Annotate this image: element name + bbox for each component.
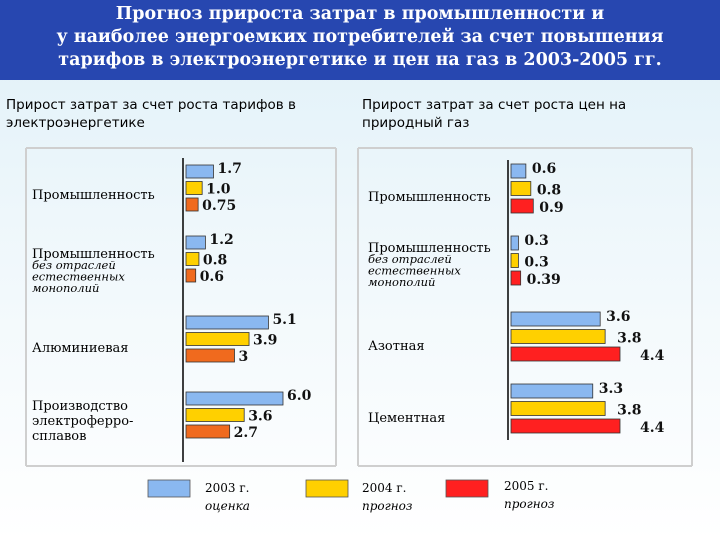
slide-title: Прогноз прироста затрат в промышленности…	[0, 0, 720, 80]
left-category-sublabel-2-line-3: монополий	[32, 281, 99, 295]
right-bar-cat3-s3	[510, 346, 621, 362]
left-value-label-cat3-s2: 3.9	[253, 333, 277, 349]
title-line-3: тарифов в электроэнергетике и цен на газ…	[58, 50, 662, 70]
left-category-label-4-line-3: сплавов	[32, 429, 86, 444]
left-category-label-4-line-1: Производство	[32, 399, 128, 414]
left-bar-cat2-s1	[185, 235, 206, 250]
left-value-label-cat1-s1: 1.7	[217, 161, 241, 177]
right-value-label-cat2-s3: 0.39	[527, 272, 561, 288]
legend-note-2: прогноз	[362, 499, 412, 513]
left-bar-cat3-s1	[185, 315, 269, 330]
left-bar-cat1-s1	[185, 164, 214, 179]
right-value-label-cat3-s2: 3.8	[617, 331, 641, 347]
left-bar-cat4-s2	[185, 408, 245, 422]
right-category-label-1-line-1: Промышленность	[368, 190, 491, 205]
left-value-label-cat2-s1: 1.2	[209, 232, 233, 248]
left-chart-title: Прирост затрат за счет роста тарифов в э…	[6, 96, 346, 132]
right-bar-cat4-s3	[510, 418, 621, 434]
left-bar-cat3-s3	[185, 348, 235, 363]
right-bar-cat4-s2	[510, 401, 606, 416]
right-bar-cat3-s2	[510, 329, 606, 344]
left-value-label-cat1-s3: 0.75	[202, 198, 236, 214]
left-category-label-3-line-1: Алюминиевая	[32, 341, 129, 356]
left-chart-title-line-1: Прирост затрат за счет роста тарифов в	[6, 97, 296, 113]
right-category-label-4-line-1: Цементная	[368, 411, 445, 426]
left-category-label-1-line-1: Промышленность	[32, 188, 155, 203]
title-line-1: Прогноз прироста затрат в промышленности…	[115, 4, 605, 24]
right-bar-cat4-s1	[510, 383, 594, 399]
legend-swatch-3	[445, 479, 489, 498]
right-chart-title-line-1: Прирост затрат за счет роста цен на	[362, 97, 627, 113]
right-category-sublabel-2-line-1: без отраслей	[368, 252, 452, 266]
right-value-label-cat2-s1: 0.3	[524, 233, 548, 249]
right-value-label-cat4-s2: 3.8	[617, 403, 641, 419]
right-bar-cat2-s3	[510, 270, 522, 286]
right-bar-cat1-s3	[510, 198, 534, 214]
right-value-label-cat3-s3: 4.4	[640, 348, 665, 364]
right-bar-cat1-s1	[510, 163, 527, 179]
left-bar-cat3-s2	[185, 332, 250, 346]
legend-year-2: 2004 г.	[362, 481, 406, 495]
legend-note-3: прогноз	[504, 497, 554, 511]
right-value-label-cat3-s1: 3.6	[606, 309, 630, 325]
left-category-sublabel-2-line-2: естественных	[32, 270, 125, 284]
left-value-label-cat1-s2: 1.0	[206, 182, 231, 198]
left-bar-cat4-s1	[185, 391, 284, 406]
left-bar-cat1-s3	[185, 197, 199, 212]
left-value-label-cat3-s3: 3	[239, 349, 249, 365]
right-value-label-cat1-s2: 0.8	[537, 183, 561, 199]
left-chart-title-line-2: электроэнергетике	[6, 115, 145, 131]
right-chart-title: Прирост затрат за счет роста цен на прир…	[362, 96, 702, 132]
left-value-label-cat2-s3: 0.6	[200, 269, 224, 285]
right-value-label-cat2-s2: 0.3	[524, 255, 548, 271]
right-value-label-cat4-s1: 3.3	[599, 381, 623, 397]
title-line-2: у наиболее энергоемких потребителей за с…	[56, 27, 664, 47]
right-category-sublabel-2-line-2: естественных	[368, 264, 461, 278]
right-category-label-3-line-1: Азотная	[368, 339, 425, 354]
right-bar-cat2-s2	[510, 253, 519, 268]
right-bar-cat1-s2	[510, 181, 532, 196]
right-value-label-cat1-s1: 0.6	[532, 161, 556, 177]
left-value-label-cat2-s2: 0.8	[203, 253, 227, 269]
legend-swatch-1	[147, 479, 191, 498]
left-category-label-2-line-1: Промышленность	[32, 247, 155, 262]
legend-year-1: 2003 г.	[205, 481, 249, 495]
legend-note-1: оценка	[205, 499, 250, 513]
left-value-label-cat3-s1: 5.1	[272, 312, 296, 328]
left-value-label-cat4-s3: 2.7	[234, 425, 258, 441]
left-bar-cat1-s2	[185, 181, 203, 195]
left-category-label-4-line-2: электроферро-	[32, 414, 133, 429]
left-value-label-cat4-s1: 6.0	[287, 388, 312, 404]
right-bar-cat2-s1	[510, 235, 519, 251]
left-bar-cat2-s2	[185, 252, 200, 266]
legend-year-3: 2005 г.	[504, 479, 548, 493]
left-category-sublabel-2-line-1: без отраслей	[32, 258, 116, 272]
right-chart-title-line-2: природный газ	[362, 115, 470, 131]
left-bar-cat2-s3	[185, 268, 197, 283]
right-value-label-cat4-s3: 4.4	[640, 420, 665, 436]
left-bar-cat4-s3	[185, 424, 231, 439]
right-category-sublabel-2-line-3: монополий	[368, 275, 435, 289]
left-value-label-cat4-s2: 3.6	[248, 409, 272, 425]
legend-swatch-2	[305, 479, 349, 498]
right-value-label-cat1-s3: 0.9	[539, 200, 563, 216]
right-category-label-2-line-1: Промышленность	[368, 241, 491, 256]
right-bar-cat3-s1	[510, 311, 601, 327]
